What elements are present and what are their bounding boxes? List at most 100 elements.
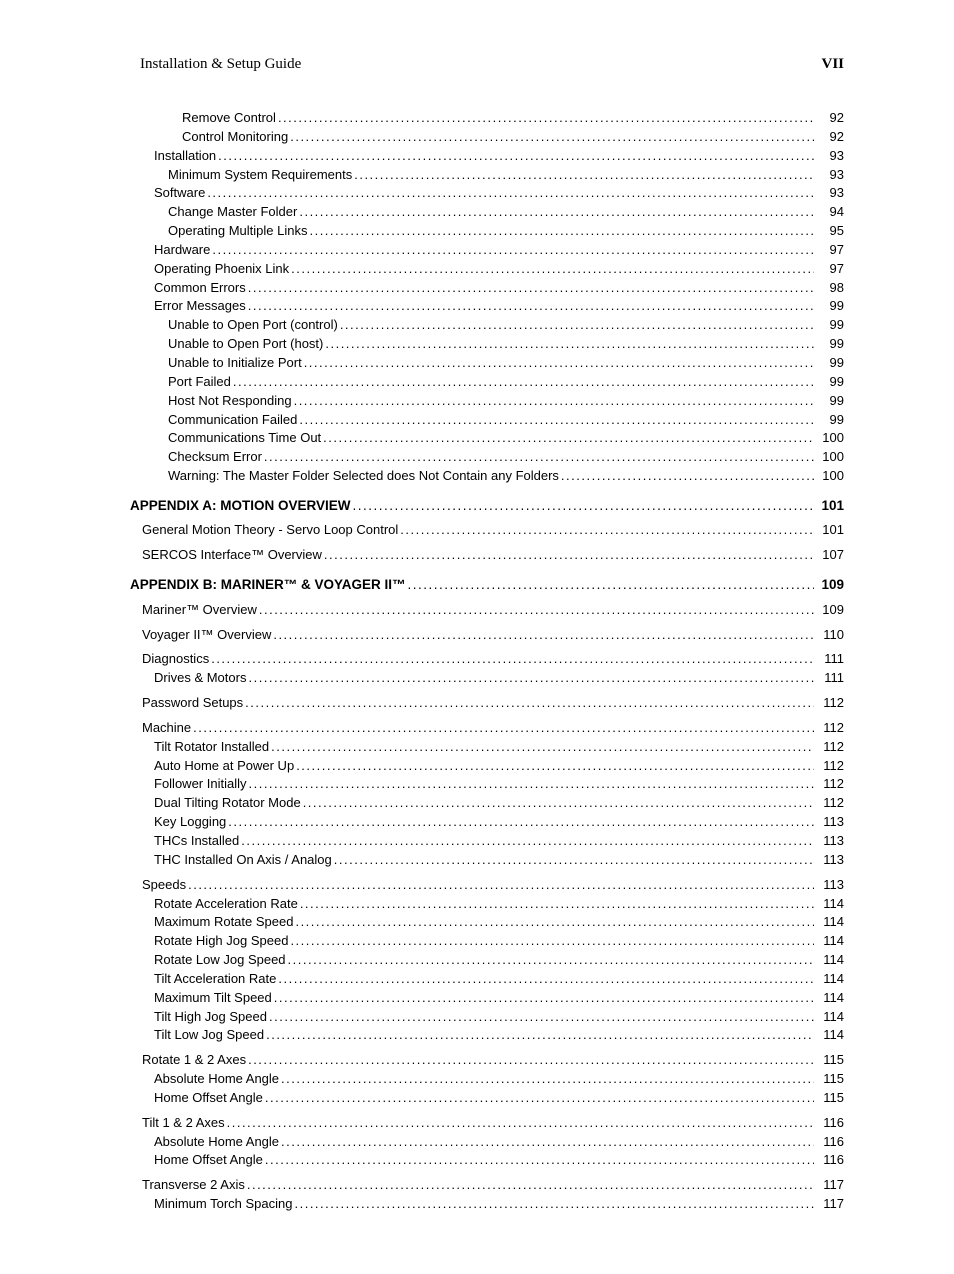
toc-leader-dots — [266, 1026, 814, 1045]
toc-entry-label: Warning: The Master Folder Selected does… — [168, 467, 559, 486]
toc-entry: Home Offset Angle116 — [130, 1151, 844, 1170]
toc-leader-dots — [294, 1195, 814, 1214]
toc-entry-page: 93 — [816, 184, 844, 203]
toc-entry-label: Dual Tilting Rotator Mode — [154, 794, 301, 813]
toc-entry: Operating Multiple Links95 — [130, 222, 844, 241]
toc-entry-label: Tilt High Jog Speed — [154, 1008, 267, 1027]
toc-entry: Speeds 113 — [130, 876, 844, 895]
toc-entry: Mariner™ Overview109 — [130, 601, 844, 620]
toc-leader-dots — [207, 184, 814, 203]
toc-entry-page: 114 — [816, 970, 844, 989]
toc-entry-label: Tilt Acceleration Rate — [154, 970, 276, 989]
toc-entry: SERCOS Interface™ Overview107 — [130, 546, 844, 565]
toc-leader-dots — [233, 373, 814, 392]
toc-entry: Hardware 97 — [130, 241, 844, 260]
toc-entry-page: 114 — [816, 913, 844, 932]
toc-entry: Checksum Error100 — [130, 448, 844, 467]
toc-entry-label: Rotate Low Jog Speed — [154, 951, 286, 970]
toc-leader-dots — [281, 1133, 814, 1152]
toc-entry-page: 116 — [816, 1133, 844, 1152]
toc-entry: Maximum Tilt Speed114 — [130, 989, 844, 1008]
toc-entry: Absolute Home Angle115 — [130, 1070, 844, 1089]
toc-leader-dots — [561, 467, 814, 486]
toc-leader-dots — [278, 970, 814, 989]
toc-entry-page: 114 — [816, 951, 844, 970]
toc-entry-page: 111 — [816, 669, 844, 688]
toc-leader-dots — [408, 575, 814, 595]
toc-leader-dots — [288, 951, 814, 970]
toc-entry: Installation93 — [130, 147, 844, 166]
toc-entry-label: Rotate High Jog Speed — [154, 932, 288, 951]
toc-entry-page: 111 — [816, 650, 844, 669]
toc-entry: Dual Tilting Rotator Mode 112 — [130, 794, 844, 813]
toc-entry-page: 112 — [816, 738, 844, 757]
toc-entry-label: Control Monitoring — [182, 128, 288, 147]
toc-leader-dots — [218, 147, 814, 166]
toc-entry: Unable to Open Port (host)99 — [130, 335, 844, 354]
toc-entry-page: 112 — [816, 794, 844, 813]
header-page-number: VII — [821, 56, 844, 73]
page-header: Installation & Setup Guide VII — [130, 56, 844, 73]
toc-entry-page: 117 — [816, 1195, 844, 1214]
toc-entry-page: 114 — [816, 1008, 844, 1027]
toc-entry: Change Master Folder94 — [130, 203, 844, 222]
toc-leader-dots — [241, 832, 814, 851]
toc-entry: Tilt High Jog Speed 114 — [130, 1008, 844, 1027]
toc-entry-page: 110 — [816, 626, 844, 645]
toc-entry-label: Voyager II™ Overview — [142, 626, 271, 645]
toc-leader-dots — [334, 851, 814, 870]
toc-entry-label: Rotate Acceleration Rate — [154, 895, 298, 914]
toc-leader-dots — [265, 1151, 814, 1170]
toc-entry: THCs Installed113 — [130, 832, 844, 851]
toc-entry-page: 97 — [816, 241, 844, 260]
toc-entry-page: 99 — [816, 354, 844, 373]
toc-leader-dots — [290, 128, 814, 147]
toc-entry-label: Installation — [154, 147, 216, 166]
toc-entry-label: Hardware — [154, 241, 210, 260]
toc-entry-label: Unable to Open Port (control) — [168, 316, 338, 335]
toc-leader-dots — [248, 1051, 814, 1070]
toc-entry-label: Auto Home at Power Up — [154, 757, 294, 776]
toc-entry-label: THCs Installed — [154, 832, 239, 851]
toc-entry-page: 101 — [816, 521, 844, 540]
toc-entry: Warning: The Master Folder Selected does… — [130, 467, 844, 486]
toc-entry: THC Installed On Axis / Analog113 — [130, 851, 844, 870]
toc-entry-page: 112 — [816, 775, 844, 794]
toc-entry-label: Tilt Rotator Installed — [154, 738, 269, 757]
toc-leader-dots — [259, 601, 814, 620]
document-page: Installation & Setup Guide VII Remove Co… — [0, 0, 954, 1274]
toc-entry-label: Unable to Initialize Port — [168, 354, 302, 373]
toc-entry-page: 109 — [816, 601, 844, 620]
toc-entry-label: Communications Time Out — [168, 429, 321, 448]
toc-entry-label: Password Setups — [142, 694, 243, 713]
toc-entry-page: 92 — [816, 109, 844, 128]
toc-entry-label: Software — [154, 184, 205, 203]
toc-entry: Error Messages99 — [130, 297, 844, 316]
toc-entry-page: 113 — [816, 876, 844, 895]
toc-entry-label: Speeds — [142, 876, 186, 895]
toc-entry-label: Operating Phoenix Link — [154, 260, 289, 279]
toc-leader-dots — [354, 166, 814, 185]
toc-entry: Communications Time Out100 — [130, 429, 844, 448]
toc-entry: Host Not Responding99 — [130, 392, 844, 411]
toc-entry: Rotate High Jog Speed114 — [130, 932, 844, 951]
toc-entry-page: 113 — [816, 813, 844, 832]
toc-entry-label: Rotate 1 & 2 Axes — [142, 1051, 246, 1070]
toc-entry-label: Unable to Open Port (host) — [168, 335, 323, 354]
toc-entry-page: 117 — [816, 1176, 844, 1195]
toc-entry: Maximum Rotate Speed114 — [130, 913, 844, 932]
header-title: Installation & Setup Guide — [140, 56, 301, 73]
toc-entry-label: Tilt 1 & 2 Axes — [142, 1114, 225, 1133]
toc-entry-page: 92 — [816, 128, 844, 147]
toc-entry-page: 99 — [816, 297, 844, 316]
toc-entry-label: Follower Initially — [154, 775, 246, 794]
toc-entry-page: 116 — [816, 1151, 844, 1170]
toc-entry-label: Machine — [142, 719, 191, 738]
toc-entry: Minimum Torch Spacing117 — [130, 1195, 844, 1214]
toc-entry-page: 115 — [816, 1089, 844, 1108]
toc-leader-dots — [274, 989, 814, 1008]
toc-entry-label: Remove Control — [182, 109, 276, 128]
toc-entry-page: 113 — [816, 851, 844, 870]
toc-entry: Auto Home at Power Up112 — [130, 757, 844, 776]
toc-entry-label: Transverse 2 Axis — [142, 1176, 245, 1195]
